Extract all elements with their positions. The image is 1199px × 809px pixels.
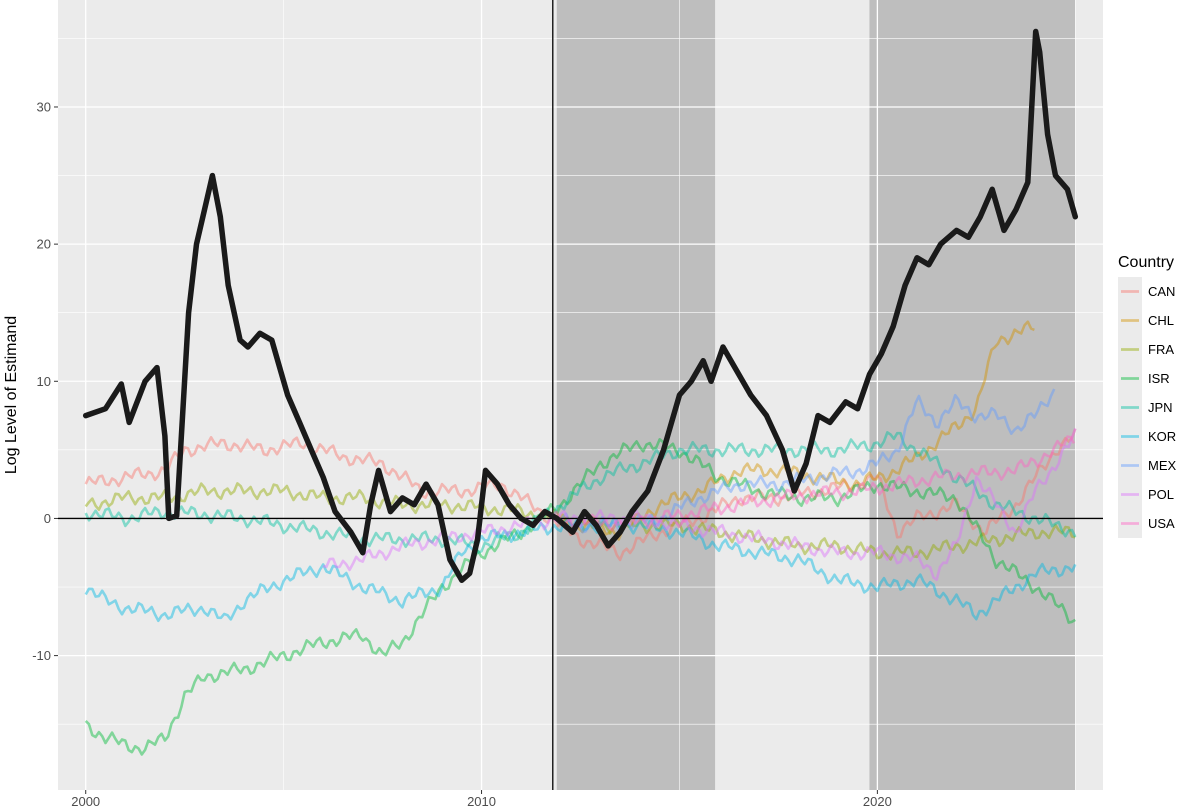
shaded-region-2 <box>869 0 1076 790</box>
legend-label-mex: MEX <box>1148 458 1177 473</box>
legend-key-jpn <box>1118 393 1142 422</box>
highlight-series-line <box>82 28 1079 583</box>
legend-label-usa: USA <box>1148 516 1175 531</box>
series-line-jpn <box>84 431 1077 554</box>
y-tick-label: 30 <box>37 99 51 114</box>
legend-key-isr <box>1118 364 1142 393</box>
grid-lines <box>58 0 1103 790</box>
legend-label-chl: CHL <box>1148 313 1174 328</box>
x-tick-label: 2020 <box>863 794 892 809</box>
series-line-chl <box>551 320 1035 541</box>
shaded-region-1 <box>556 0 716 790</box>
series-line-pol <box>322 428 1077 581</box>
y-tick-label: 10 <box>37 374 51 389</box>
y-axis-title: Log Level of Estimand <box>3 316 20 474</box>
country-series-layer <box>84 320 1077 756</box>
highlight-series-layer <box>82 28 1079 583</box>
y-tick-label: 0 <box>44 511 51 526</box>
x-axis-ticks: 2000 2010 2020 <box>71 790 892 809</box>
legend-label-can: CAN <box>1148 284 1175 299</box>
legend-key-usa <box>1118 509 1142 538</box>
legend-key-pol <box>1118 480 1142 509</box>
legend-key-can <box>1118 277 1142 306</box>
series-line-isr <box>84 438 1076 756</box>
legend-label-fra: FRA <box>1148 342 1174 357</box>
x-tick-label: 2000 <box>71 794 100 809</box>
legend-label-isr: ISR <box>1148 371 1170 386</box>
series-line-usa <box>551 435 1076 532</box>
legend: Country CAN CHL FRA ISR JPN KOR MEX POL USA <box>1118 254 1177 538</box>
series-line-mex <box>552 388 1056 534</box>
series-line-can <box>84 428 1077 562</box>
y-tick-label: 20 <box>37 237 51 252</box>
y-axis-ticks: -10 0 10 20 30 <box>32 99 58 663</box>
legend-key-fra <box>1118 335 1142 364</box>
legend-key-chl <box>1118 306 1142 335</box>
y-tick-label: -10 <box>32 648 51 663</box>
legend-label-pol: POL <box>1148 487 1174 502</box>
legend-title: Country <box>1118 254 1174 271</box>
x-tick-label: 2010 <box>467 794 496 809</box>
legend-key-mex <box>1118 451 1142 480</box>
legend-label-kor: KOR <box>1148 429 1176 444</box>
legend-label-jpn: JPN <box>1148 400 1173 415</box>
shaded-regions <box>556 0 1076 790</box>
legend-key-kor <box>1118 422 1142 451</box>
